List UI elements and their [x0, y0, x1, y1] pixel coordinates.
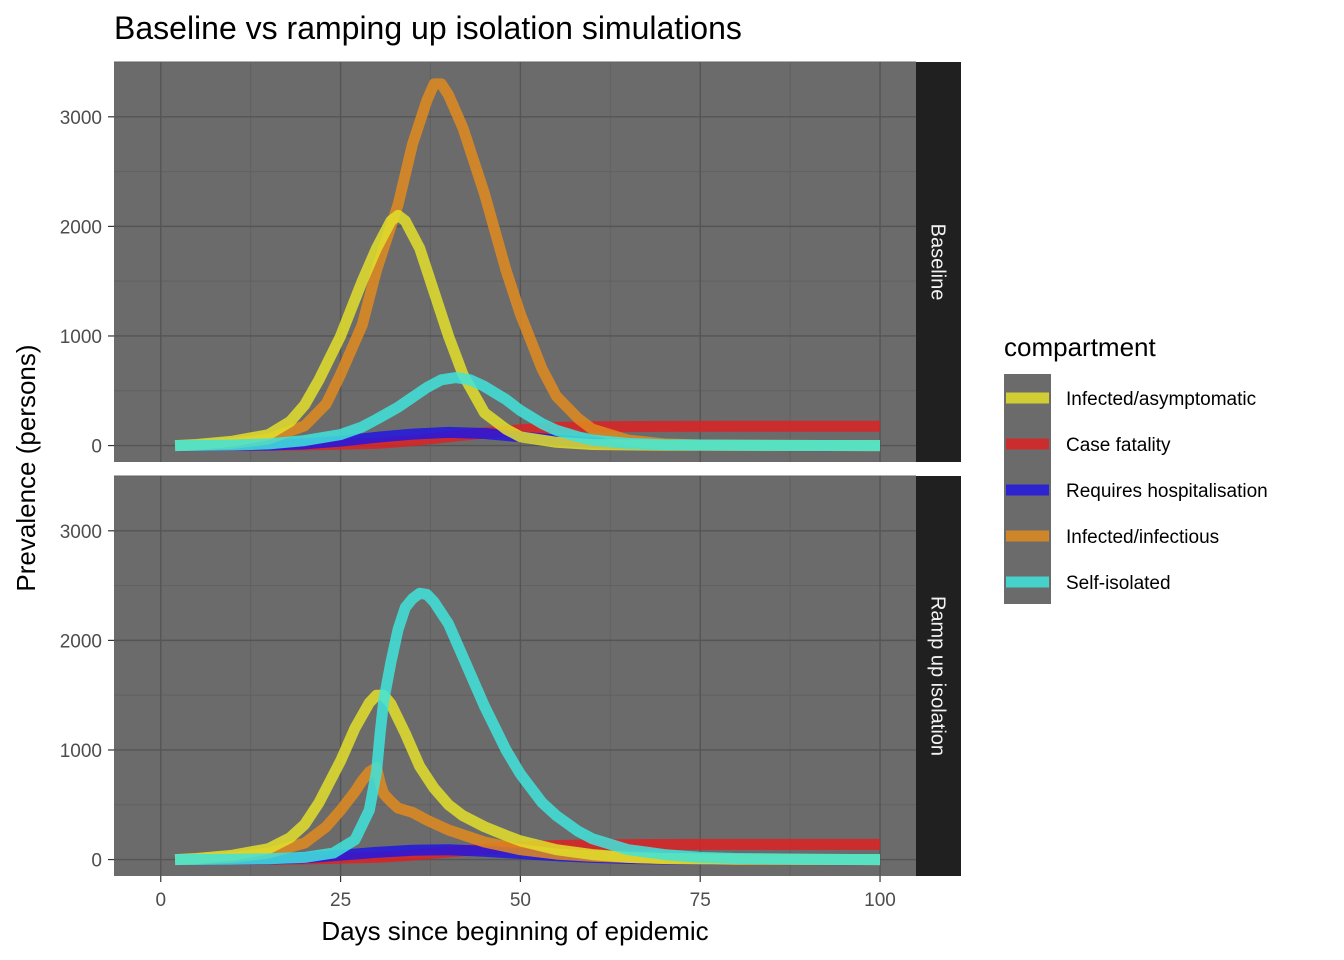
- series-line-infected-asymptomatic: [174, 689, 881, 866]
- x-tick-label: 50: [510, 890, 531, 911]
- y-tick-label: 2000: [60, 217, 102, 238]
- y-tick-label: 0: [91, 851, 102, 872]
- y-tick-label: 3000: [60, 108, 102, 129]
- legend: compartment Infected/asymptomatic Case fa…: [1004, 332, 1268, 604]
- x-tick-label: 100: [864, 890, 896, 911]
- x-tick-label: 25: [330, 890, 351, 911]
- panel-background: [114, 62, 916, 462]
- facet-strip: [916, 62, 961, 462]
- y-tick-label: 1000: [60, 327, 102, 348]
- legend-label: Infected/infectious: [1066, 527, 1219, 548]
- chart-title: Baseline vs ramping up isolation simulat…: [114, 10, 742, 46]
- facet-strip-label: Ramp up isolation: [927, 596, 949, 756]
- series-line-self-isolated: [175, 372, 881, 452]
- facet-strip-label: Baseline: [927, 224, 949, 301]
- x-tick-label: 0: [155, 890, 166, 911]
- y-tick-label: 0: [91, 437, 102, 458]
- x-tick-label: 75: [690, 890, 711, 911]
- x-axis: 0 25 50 75 100: [155, 876, 896, 911]
- panel-background: [114, 476, 916, 876]
- facet-1: 0 1000 2000 3000 Baseline: [60, 61, 961, 462]
- series-line-self-isolated: [175, 587, 881, 866]
- y-tick-label: 2000: [60, 631, 102, 652]
- y-tick-label: 3000: [60, 522, 102, 543]
- y-axis-title: Prevalence (persons): [11, 344, 41, 591]
- legend-entries: Infected/asymptomatic Case fatality Requir…: [1006, 389, 1268, 594]
- series-line-infected-infectious: [174, 78, 881, 452]
- facet-panels: 0 1000 2000 3000 Baseline 0 1000 2000 3000 Ramp u…: [60, 61, 961, 876]
- series-line-infected-asymptomatic: [174, 209, 881, 452]
- y-tick-label: 1000: [60, 741, 102, 762]
- legend-label: Infected/asymptomatic: [1066, 389, 1256, 410]
- legend-title: compartment: [1004, 332, 1156, 362]
- legend-label: Self-isolated: [1066, 573, 1171, 594]
- legend-label: Case fatality: [1066, 435, 1171, 456]
- x-axis-title: Days since beginning of epidemic: [321, 916, 708, 946]
- facet-strip: [916, 476, 961, 876]
- facet-2: 0 1000 2000 3000 Ramp up isolation: [60, 475, 961, 876]
- legend-label: Requires hospitalisation: [1066, 481, 1268, 502]
